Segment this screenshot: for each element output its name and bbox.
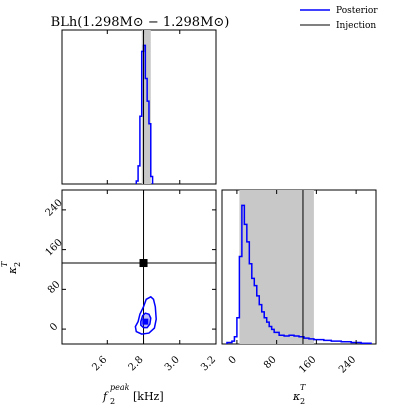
xlabel-fpeak: f peak 2 [kHz] [102,383,164,406]
xlabel-fpeak-main: f [102,390,109,403]
joint-xtick-label: 3.2 [199,354,218,373]
panel-joint-frame [61,189,217,345]
joint-ytick-label: 80 [46,279,63,296]
kappa-hist-xtick-label: 80 [262,354,279,371]
joint-contour-outer [134,295,157,335]
ylabel-kappa-sub: 2 [13,262,22,267]
kappa-hist-xtick-label: 0 [227,354,239,366]
kappa-hist-xtick-label: 160 [297,354,318,375]
xlabel-kappa-sup: T [300,383,306,392]
ylabel-kappa-main: κ [6,266,19,275]
legend: Posterior Injection [300,6,378,31]
joint-peak-marker [142,318,149,325]
fpeak-histogram-step [135,44,154,184]
joint-xtick-label: 2.8 [127,354,146,373]
xlabel-fpeak-sup: peak [110,383,130,392]
fpeak-credible-band [141,30,151,184]
joint-xtick-label: 3.0 [163,354,182,373]
xlabel-kappa-main: κ [292,390,301,403]
ylabel-kappa: κ T 2 [0,261,22,275]
xlabel-kappa-sub: 2 [300,397,305,406]
kappa-histogram-step [226,204,372,345]
legend-posterior-label: Posterior [336,6,378,16]
xlabel-fpeak-unit: [kHz] [133,390,164,403]
chart-title: BLh(1.298M⊙ − 1.298M⊙) [51,15,230,30]
joint-ytick-label: 0 [48,321,60,333]
joint-injection-marker [139,259,148,268]
panel-fpeak-hist-frame [61,29,217,185]
xlabel-kappa: κ T 2 [292,383,306,406]
legend-injection-label: Injection [336,21,376,31]
joint-xtick-label: 2.6 [90,354,109,373]
ylabel-kappa-sup: T [0,261,9,267]
xlabel-fpeak-sub: 2 [110,397,115,406]
kappa-hist-xtick-label: 240 [337,354,358,375]
